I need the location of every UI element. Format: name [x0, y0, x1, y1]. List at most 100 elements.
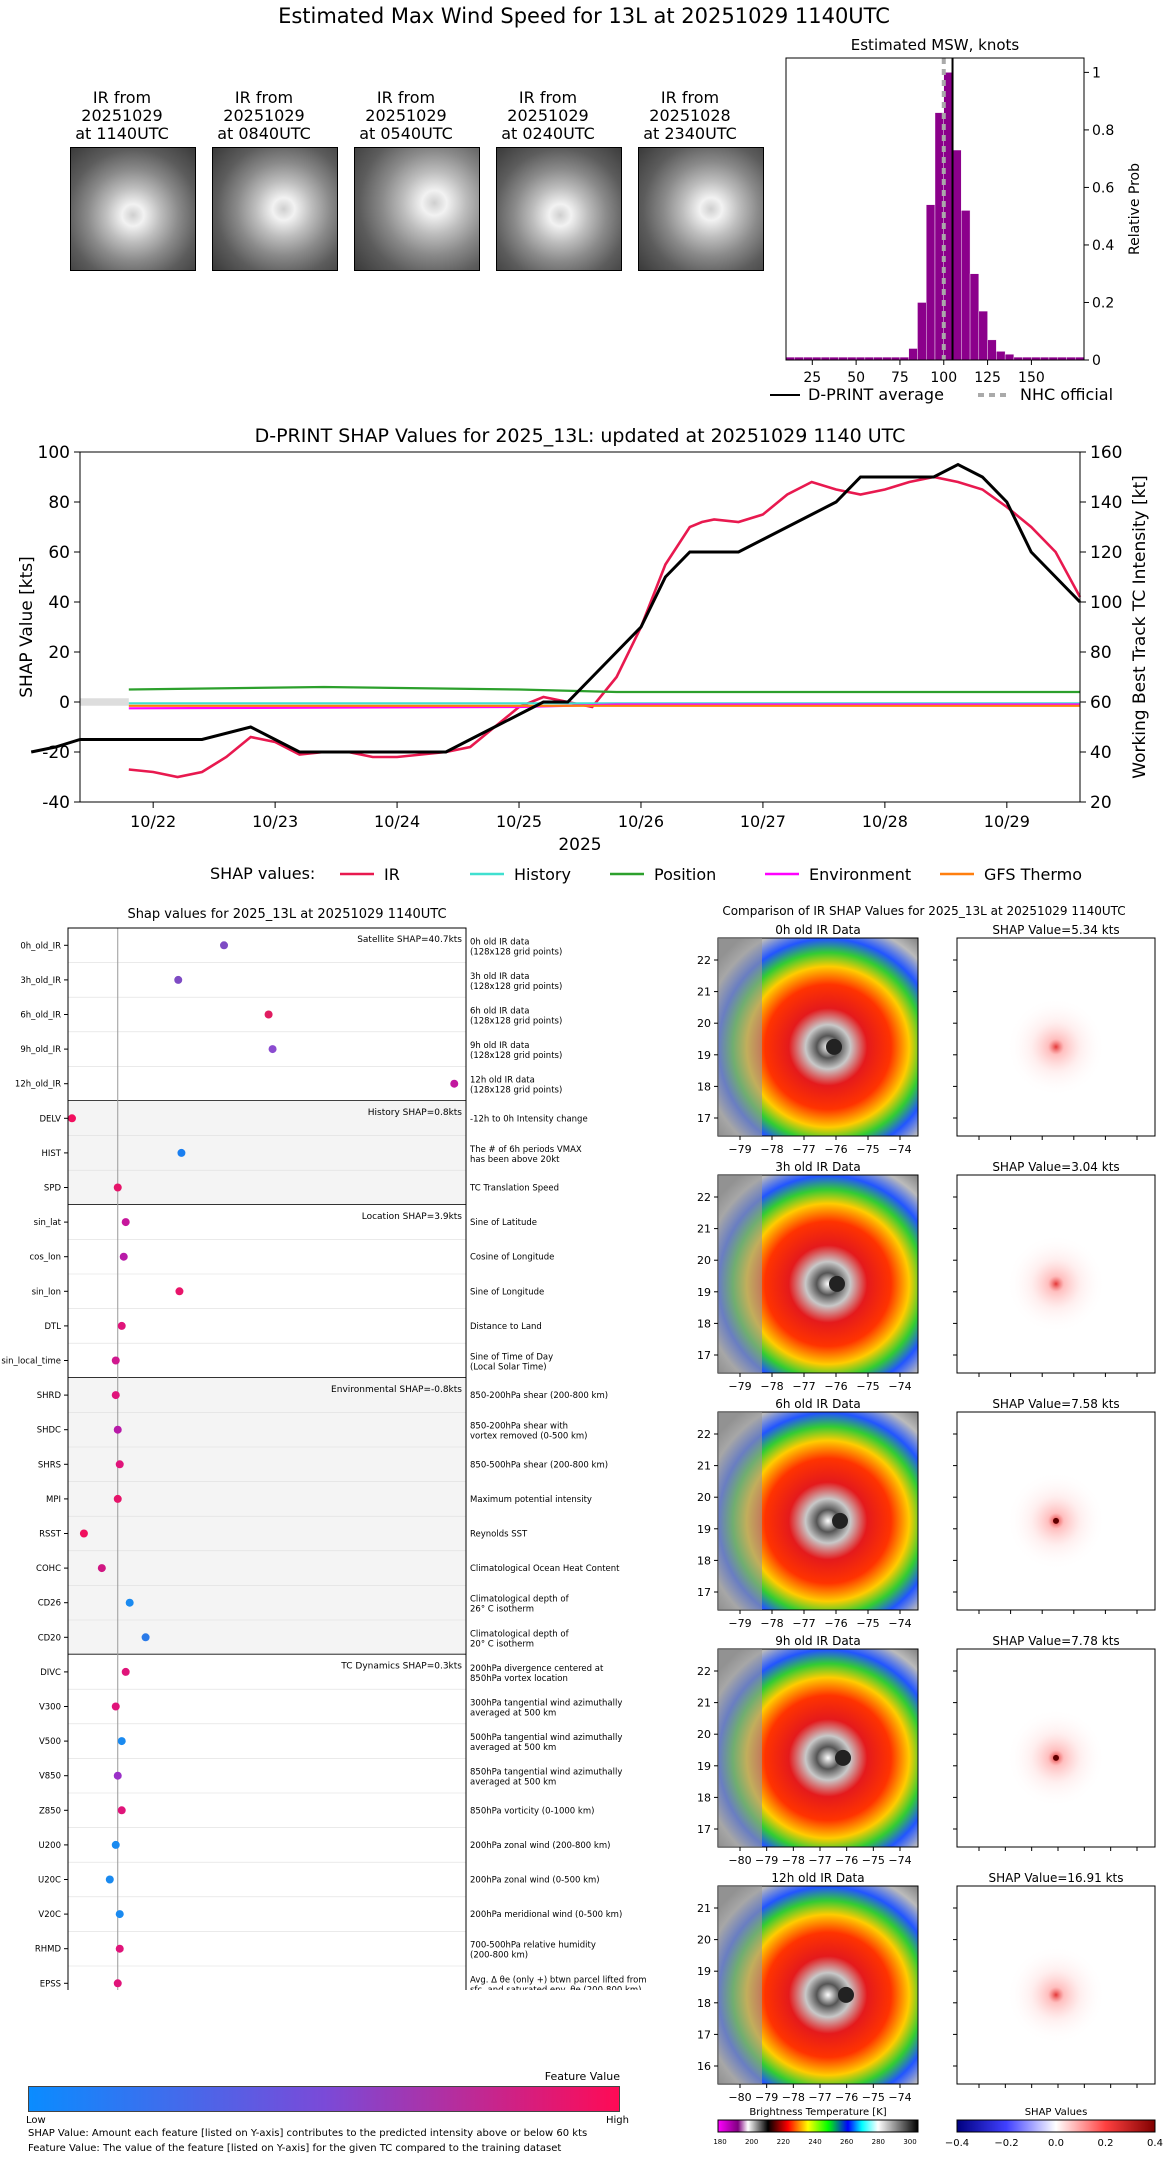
feature-desc: -12h to 0h Intensity change [470, 1114, 588, 1124]
ir-ytick-label: 17 [697, 1112, 711, 1125]
shap-heat [957, 1175, 1155, 1373]
ir-xtick-label: −75 [856, 1380, 879, 1393]
timeseries-ytick-label: 100 [38, 443, 70, 463]
feature-name: SPD [44, 1184, 62, 1194]
histogram-xtick-label: 50 [847, 370, 865, 386]
shap-hotspot [1053, 1517, 1059, 1524]
histogram-title: Estimated MSW, knots [851, 36, 1020, 54]
feature-name: HIST [42, 1149, 62, 1159]
ir-eye [838, 1986, 854, 2003]
ir-ytick-label: 19 [697, 1523, 711, 1536]
ir-ytick-label: 18 [697, 1317, 711, 1330]
feature-name: U20C [38, 1876, 61, 1886]
feature-shap-point [175, 1287, 184, 1296]
feature-shap-point [119, 1252, 128, 1261]
feature-shap-point [268, 1045, 277, 1054]
shap-colorbar-tick: 0.2 [1098, 2138, 1114, 2149]
ir-ytick-label: 18 [697, 1554, 711, 1567]
legend-nhc-label: NHC official [1020, 385, 1113, 404]
thumbnail-caption-line: IR from [234, 88, 294, 107]
histogram-bar [917, 302, 927, 361]
ir-xtick-label: −78 [760, 1143, 783, 1156]
bt-colorbar-tick: 220 [777, 2138, 790, 2146]
feature-name: V300 [39, 1703, 61, 1713]
ir-xtick-label: −77 [808, 2091, 831, 2104]
feature-shap-point [117, 1737, 126, 1746]
feature-name: MPI [46, 1495, 61, 1505]
shap-heat [957, 1649, 1155, 1847]
ir-ytick-label: 17 [697, 1823, 711, 1836]
ir-xtick-label: −77 [808, 1854, 831, 1867]
feature-shap-point [177, 1148, 186, 1157]
bt-colorbar-tick: 240 [808, 2138, 821, 2146]
legend-label-ir: IR [384, 865, 400, 884]
feature-shap-title: Shap values for 2025_13L at 20251029 114… [127, 907, 446, 922]
thumbnail-caption-line: 20251029 [507, 106, 589, 125]
thumbnail-caption-line: IR from [92, 88, 152, 107]
thumbnail-caption-line: at 2340UTC [643, 124, 737, 143]
feature-desc: 850hPa vorticity (0-1000 km) [470, 1806, 594, 1816]
ir-eye [829, 1275, 845, 1292]
ir-ytick-label: 18 [697, 1791, 711, 1804]
feature-name: SHRD [37, 1391, 62, 1401]
legend-dprint-label: D-PRINT average [808, 385, 944, 404]
ir-ytick-label: 20 [697, 1728, 711, 1741]
feature-name: DTL [45, 1322, 62, 1332]
ir-xtick-label: −78 [782, 1854, 805, 1867]
ir-xtick-label: −74 [888, 2091, 911, 2104]
feature-name: V500 [39, 1737, 61, 1747]
timeseries-title: D-PRINT SHAP Values for 2025_13L: update… [255, 425, 906, 447]
ir-xtick-label: −77 [792, 1380, 815, 1393]
feature-desc-line2: (128x128 grid points) [470, 1051, 562, 1061]
feature-shap-point [113, 1425, 122, 1434]
timeseries-xtick-label: 10/22 [130, 812, 176, 831]
msw-histogram-chart: Estimated MSW, knots 25 50 75 100 125 150 0 0.2 0… [770, 36, 1143, 404]
comparison-title: Comparison of IR SHAP Values for 2025_13… [722, 904, 1126, 918]
shap-panel-title: SHAP Value=3.04 kts [992, 1160, 1119, 1174]
ir-shap-comparison: 0h old IR Data SHAP Value=5.34 kts 22 21 20 1… [697, 923, 1163, 2149]
thumbnail-caption-line: at 0240UTC [501, 124, 595, 143]
feature-shap-point [115, 1910, 124, 1919]
ir-eye [832, 1512, 848, 1529]
histogram-ytick-label: 0.6 [1092, 180, 1114, 196]
feature-shap-point [220, 941, 229, 950]
thumbnail-caption: IR from 20251029 at 1140UTC [52, 89, 192, 143]
ir-ytick-label: 20 [697, 1934, 711, 1947]
feature-desc: 12h old IR data [470, 1076, 535, 1086]
timeseries-xtick-label: 10/26 [618, 812, 664, 831]
timeseries-xtick-label: 10/27 [740, 812, 786, 831]
timeseries-plot-area [80, 452, 1080, 802]
thumbnail-caption-line: IR from [376, 88, 436, 107]
ir-xtick-label: −79 [728, 1617, 751, 1630]
histogram-ytick-label: 0.2 [1092, 295, 1114, 311]
footnote-feature: Feature Value: The value of the feature … [28, 2143, 562, 2154]
bt-colorbar [717, 2119, 919, 2133]
feature-desc-line2: (128x128 grid points) [470, 1086, 562, 1096]
thumbnail-caption: IR from 20251028 at 2340UTC [620, 89, 760, 143]
shap-colorbar [956, 2119, 1156, 2133]
feature-group-label: Satellite SHAP=40.7kts [357, 935, 462, 945]
feature-shap-point [79, 1529, 88, 1538]
feature-desc: Distance to Land [470, 1322, 542, 1332]
shap-heat [957, 1412, 1155, 1610]
histogram-xtick-label: 100 [930, 370, 957, 386]
timeseries-y2tick-label: 120 [1090, 543, 1122, 563]
histogram-bar [952, 149, 962, 361]
shap-colorbar-tick: −0.2 [994, 2138, 1018, 2149]
feature-value-title: Feature Value [544, 2070, 620, 2083]
ir-xtick-label: −74 [888, 1854, 911, 1867]
histogram-ytick-label: 1 [1092, 65, 1101, 81]
feature-shap-point [113, 1771, 122, 1780]
histogram-bar [1004, 354, 1015, 361]
feature-desc-line2: (200-800 km) [470, 1951, 528, 1961]
feature-value-gradient [28, 2086, 620, 2112]
feature-shap-point [113, 1979, 122, 1988]
ir-land-mask [718, 1412, 762, 1610]
feature-desc: 3h old IR data [470, 972, 529, 982]
feature-name: DIVC [40, 1668, 61, 1678]
ir-eye [826, 1038, 842, 1055]
feature-group-band [68, 1654, 466, 1990]
feature-desc-line2: sfc. and saturated env. θe (200-800 km) [470, 1985, 642, 1990]
feature-name: DELV [39, 1114, 61, 1124]
shap-panel-title: SHAP Value=16.91 kts [989, 1871, 1124, 1885]
